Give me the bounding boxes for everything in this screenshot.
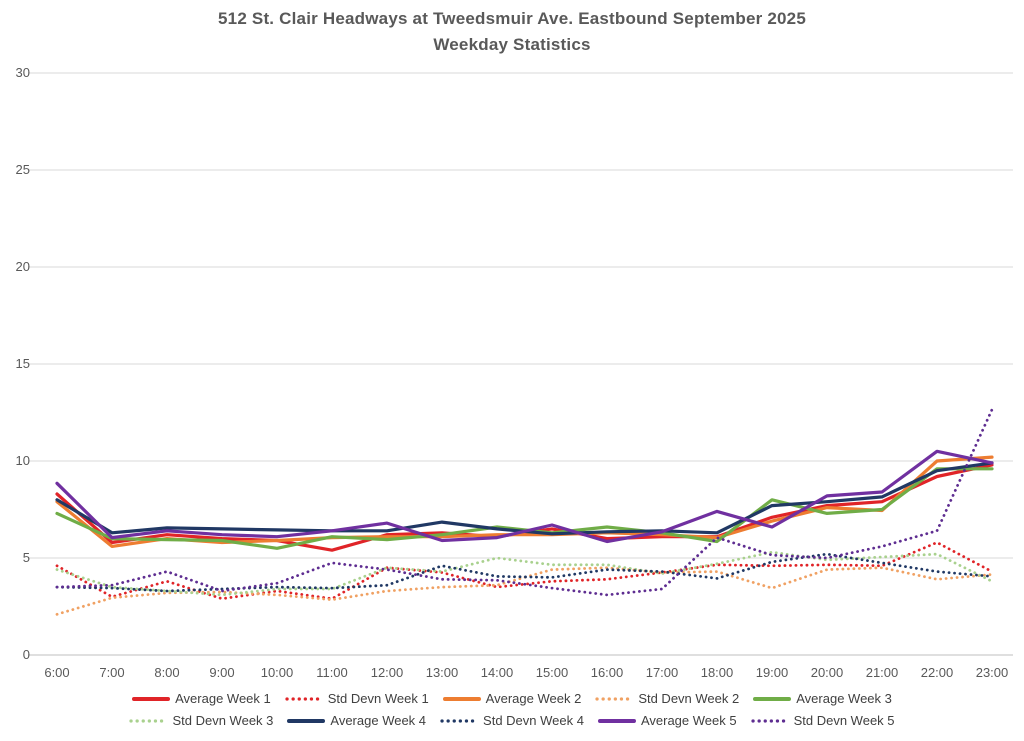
- solid-line-swatch-icon: [287, 718, 326, 723]
- y-tick-label: 5: [23, 550, 30, 565]
- x-tick-label: 16:00: [591, 665, 624, 680]
- legend-row: Std Devn Week 3 Average Week 4 Std Devn We…: [129, 713, 895, 728]
- y-tick-label: 10: [16, 453, 30, 468]
- legend-label: Std Devn Week 3: [172, 713, 274, 728]
- legend-label: Average Week 1: [175, 691, 271, 706]
- y-tick-label: 15: [16, 356, 30, 371]
- series-std-devn-week-5: [55, 408, 994, 597]
- legend-label: Average Week 3: [796, 691, 892, 706]
- x-tick-label: 7:00: [99, 665, 124, 680]
- solid-line-swatch-icon: [597, 718, 636, 723]
- dotted-line-swatch-icon: [750, 718, 789, 723]
- x-tick-label: 14:00: [481, 665, 514, 680]
- series-average-week-4: [55, 461, 994, 536]
- y-tick-label: 30: [16, 65, 30, 80]
- legend-item-average-week-4: Average Week 4: [287, 713, 426, 728]
- series-std-devn-week-1: [55, 540, 994, 601]
- legend-label: Average Week 5: [640, 713, 737, 728]
- x-tick-label: 23:00: [976, 665, 1009, 680]
- legend-label: Std Devn Week 4: [483, 713, 584, 728]
- chart-title-block: 512 St. Clair Headways at Tweedsmuir Ave…: [0, 6, 1024, 58]
- legend-item-std-devn-week-3: Std Devn Week 3: [129, 713, 273, 728]
- legend-item-average-week-1: Average Week 1: [132, 691, 271, 706]
- legend-item-std-devn-week-4: Std Devn Week 4: [440, 713, 584, 728]
- x-tick-label: 8:00: [154, 665, 179, 680]
- plot-area: 0 5 10 15 20 25 30 6:00 7:00 8:00 9:00 10:00 11:00 12…: [16, 65, 1013, 680]
- dotted-line-swatch-icon: [129, 718, 168, 723]
- legend-label: Average Week 2: [485, 691, 582, 706]
- x-tick-label: 11:00: [316, 665, 348, 680]
- legend-item-std-devn-week-2: Std Devn Week 2: [595, 691, 739, 706]
- legend-row: Average Week 1 Std Devn Week 1 Average Wee…: [132, 691, 892, 706]
- legend: Average Week 1 Std Devn Week 1 Average Wee…: [0, 691, 1024, 728]
- x-tick-label: 6:00: [44, 665, 69, 680]
- dotted-line-swatch-icon: [595, 696, 633, 701]
- x-tick-label: 13:00: [426, 665, 459, 680]
- dotted-line-swatch-icon: [285, 696, 323, 701]
- y-tick-label: 20: [16, 259, 30, 274]
- series-average-week-5: [55, 449, 994, 544]
- legend-item-average-week-3: Average Week 3: [753, 691, 892, 706]
- chart-title: 512 St. Clair Headways at Tweedsmuir Ave…: [218, 9, 806, 28]
- legend-label: Std Devn Week 5: [793, 713, 895, 728]
- series-std-devn-week-2: [55, 566, 994, 616]
- legend-item-std-devn-week-5: Std Devn Week 5: [750, 713, 895, 728]
- legend-label: Std Devn Week 1: [327, 691, 429, 706]
- dotted-line-swatch-icon: [440, 718, 478, 723]
- legend-item-std-devn-week-1: Std Devn Week 1: [285, 691, 429, 706]
- x-tick-label: 18:00: [701, 665, 734, 680]
- x-tick-label: 17:00: [646, 665, 679, 680]
- y-tick-label: 25: [16, 162, 30, 177]
- x-tick-label: 20:00: [811, 665, 844, 680]
- x-tick-label: 22:00: [921, 665, 954, 680]
- solid-line-swatch-icon: [442, 696, 481, 701]
- x-tick-label: 21:00: [866, 665, 899, 680]
- solid-line-swatch-icon: [753, 696, 792, 701]
- legend-label: Average Week 4: [330, 713, 427, 728]
- y-tick-label: 0: [23, 647, 30, 662]
- series-std-devn-week-3: [55, 550, 994, 597]
- x-tick-label: 9:00: [209, 665, 234, 680]
- x-tick-label: 15:00: [536, 665, 569, 680]
- legend-label: Std Devn Week 2: [638, 691, 740, 706]
- legend-item-average-week-2: Average Week 2: [442, 691, 582, 706]
- x-tick-label: 10:00: [261, 665, 294, 680]
- solid-line-swatch-icon: [132, 696, 171, 701]
- x-tick-label: 12:00: [371, 665, 404, 680]
- chart-subtitle: Weekday Statistics: [433, 35, 591, 54]
- legend-item-average-week-5: Average Week 5: [597, 713, 737, 728]
- x-tick-label: 19:00: [756, 665, 789, 680]
